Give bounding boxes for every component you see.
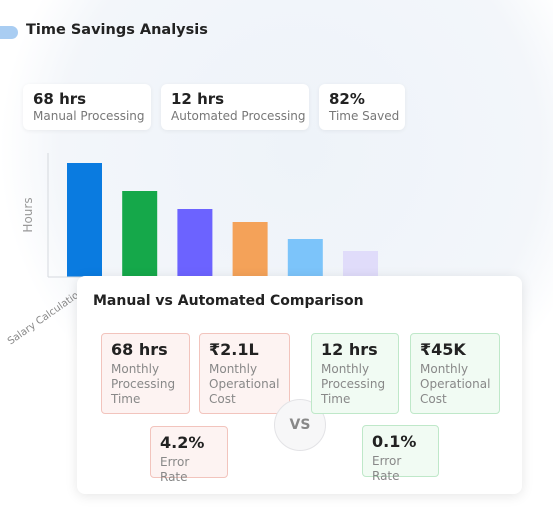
bar bbox=[122, 191, 158, 277]
stat-value: 12 hrs bbox=[171, 90, 225, 108]
stat-card: 82% Time Saved bbox=[319, 84, 405, 130]
box-label: Monthly Processing Time bbox=[321, 362, 386, 406]
header-title: Time Savings Analysis bbox=[26, 22, 208, 38]
box-label: Error Rate bbox=[372, 454, 402, 483]
box-value: 0.1% bbox=[372, 432, 417, 451]
automated-box: 12 hrs Monthly Processing Time bbox=[311, 333, 399, 414]
manual-box: ₹2.1L Monthly Operational Cost bbox=[199, 333, 290, 414]
comparison-title: Manual vs Automated Comparison bbox=[93, 293, 364, 309]
bar bbox=[287, 239, 323, 277]
box-label: Error Rate bbox=[160, 455, 190, 484]
box-label: Monthly Processing Time bbox=[111, 362, 176, 406]
box-value: 4.2% bbox=[160, 433, 205, 452]
bar bbox=[67, 163, 102, 277]
box-value: 12 hrs bbox=[321, 340, 378, 359]
stat-card: 12 hrs Automated Processing bbox=[161, 84, 309, 130]
box-label: Monthly Operational Cost bbox=[420, 362, 491, 406]
stat-label: Automated Processing bbox=[171, 109, 306, 123]
stat-label: Manual Processing bbox=[33, 109, 145, 123]
stat-card: 68 hrs Manual Processing bbox=[23, 84, 151, 130]
bar bbox=[232, 222, 268, 277]
box-label: Monthly Operational Cost bbox=[209, 362, 280, 406]
header-pill bbox=[0, 26, 18, 39]
automated-box: ₹45K Monthly Operational Cost bbox=[410, 333, 500, 414]
box-value: ₹2.1L bbox=[209, 340, 259, 359]
stat-value: 82% bbox=[329, 90, 365, 108]
comparison-card: Manual vs Automated Comparison 68 hrs Mo… bbox=[77, 276, 522, 494]
manual-box: 68 hrs Monthly Processing Time bbox=[101, 333, 190, 414]
stat-label: Time Saved bbox=[329, 109, 400, 123]
bar bbox=[343, 251, 378, 277]
box-value: ₹45K bbox=[420, 340, 466, 359]
bar bbox=[177, 209, 213, 277]
x-tick-label: Salary Calculation bbox=[6, 286, 86, 347]
stat-value: 68 hrs bbox=[33, 90, 87, 108]
automated-box: 0.1% Error Rate bbox=[362, 425, 439, 483]
manual-box: 4.2% Error Rate bbox=[150, 426, 228, 484]
box-value: 68 hrs bbox=[111, 340, 168, 359]
y-axis-label: Hours bbox=[21, 197, 35, 232]
